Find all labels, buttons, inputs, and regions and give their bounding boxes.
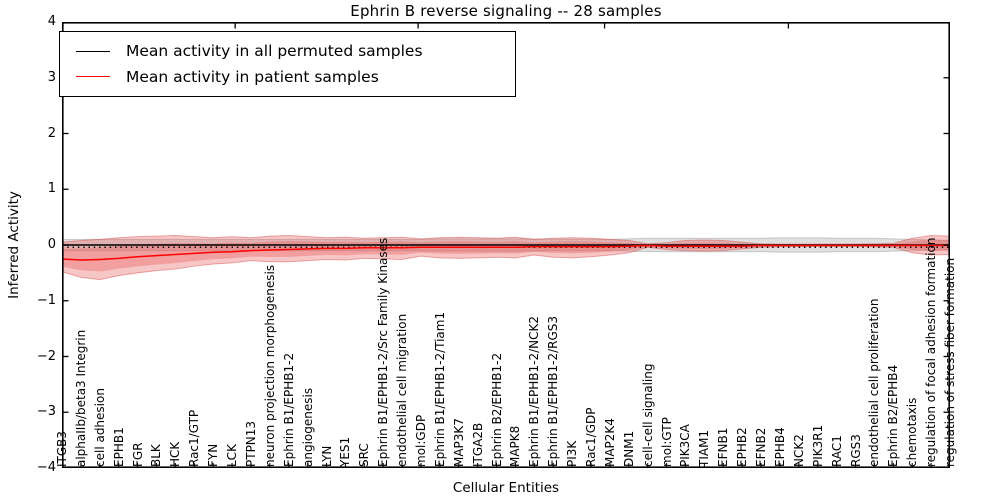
x-category-label: DNM1 [621, 430, 636, 467]
x-category-label: ITGB3 [55, 430, 69, 467]
x-category-label: FGR [130, 442, 145, 467]
x-category-label: Ephrin B2/EPHB4 [886, 364, 901, 467]
legend-row: Mean activity in all permuted samples [60, 42, 515, 60]
x-axis-label: Cellular Entities [452, 480, 560, 496]
x-category-label: BLK [149, 444, 164, 467]
x-category-label: endothelial cell proliferation [867, 298, 882, 467]
x-category-label: Rac1/GDP [584, 407, 599, 467]
x-category-label: cell adhesion [92, 388, 107, 467]
x-category-label: cell-cell signaling [640, 363, 655, 468]
legend-line-swatch-red [76, 76, 110, 78]
x-category-label: Ephrin B1/EPHB1-2/RGS3 [546, 315, 561, 467]
y-tick-label: 3 [47, 69, 56, 85]
x-category-label: angiogenesis [300, 387, 315, 467]
x-category-label: chemotaxis [905, 397, 920, 467]
x-category-label: SRC [357, 443, 372, 467]
chart-title: Ephrin B reverse signaling -- 28 samples [350, 2, 662, 20]
x-category-label: PI3K [565, 440, 580, 467]
x-category-label: TIAM1 [697, 429, 712, 467]
legend-line-swatch-black [76, 50, 110, 52]
x-category-label: Ephrin B1/EPHB1-2/NCK2 [527, 316, 542, 467]
y-tick-label: 1 [47, 181, 56, 197]
x-category-label: ITGA2B [470, 422, 485, 467]
x-category-label: PTPN13 [243, 420, 258, 467]
x-category-label: Ephrin B1/EPHB1-2/Src Family Kinases [376, 237, 391, 467]
x-category-label: EFNB1 [716, 427, 731, 467]
y-tick-label: 4 [47, 14, 56, 29]
x-category-label: NCK2 [791, 434, 806, 467]
x-category-label: Rac1/GTP [187, 409, 202, 467]
x-category-label: RGS3 [848, 434, 863, 467]
y-tick-label: −1 [36, 292, 56, 308]
legend-label: Mean activity in patient samples [126, 67, 379, 86]
y-tick-label: −4 [36, 460, 56, 475]
x-category-label: EPHB2 [735, 427, 750, 467]
legend-label: Mean activity in all permuted samples [126, 42, 423, 61]
y-tick-label: −3 [36, 404, 56, 420]
x-category-label: HCK [168, 441, 183, 467]
x-category-label: EFNB2 [754, 427, 769, 467]
x-category-label: RAC1 [829, 435, 844, 467]
plot-area [62, 22, 950, 468]
x-category-label: LCK [225, 444, 240, 467]
x-category-label: Ephrin B2/EPHB1-2 [489, 352, 504, 467]
plot-border [62, 22, 950, 468]
x-category-label: alphaIIb/beta3 Integrin [73, 329, 88, 467]
x-category-label: Ephrin B1/EPHB1-2 [281, 352, 296, 467]
patient-mean-line [62, 244, 950, 261]
plot-canvas [62, 22, 950, 468]
x-category-label: neuron projection morphogenesis [262, 264, 277, 467]
legend-row: Mean activity in patient samples [60, 68, 515, 86]
y-tick-label: −2 [36, 348, 56, 364]
y-tick-label: 0 [47, 237, 56, 252]
x-category-label: mol:GDP [413, 414, 428, 467]
y-tick-label: 2 [47, 125, 56, 141]
x-category-label: regulation of stress fiber formation [943, 257, 957, 467]
x-category-label: FYN [206, 443, 221, 467]
x-category-label: Ephrin B1/EPHB1-2/Tiam1 [432, 311, 447, 467]
legend: Mean activity in all permuted samples Mea… [59, 31, 516, 97]
x-category-label: PIK3R1 [810, 424, 825, 467]
x-category-label: EPHB4 [772, 427, 787, 467]
patient-std-band-inner [62, 239, 950, 272]
x-category-label: MAP3K7 [451, 418, 466, 467]
x-category-label: EPHB1 [111, 427, 126, 467]
x-category-label: LYN [319, 445, 334, 467]
x-category-label: mol:GTP [659, 417, 674, 467]
x-category-label: MAP2K4 [602, 418, 617, 467]
x-category-label: PIK3CA [678, 424, 693, 467]
x-category-label: regulation of focal adhesion formation [924, 237, 939, 467]
x-category-label: YES1 [338, 436, 353, 467]
x-category-label: endothelial cell migration [395, 313, 410, 467]
x-category-label: MAPK8 [508, 425, 523, 467]
